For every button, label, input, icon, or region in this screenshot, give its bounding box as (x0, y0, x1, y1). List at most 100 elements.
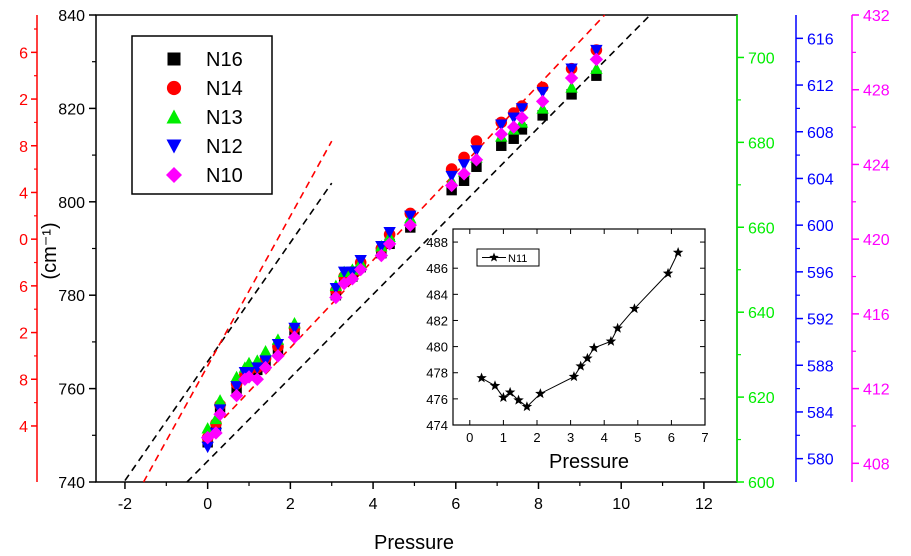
point-triangle-down (251, 362, 264, 374)
main-y-axis-label: (cm⁻¹) (39, 222, 61, 279)
right-tick-label: 640 (748, 305, 775, 322)
series-N10 (200, 52, 604, 445)
right-tick-label: 608 (807, 125, 834, 142)
point-star (498, 392, 509, 403)
left-red-tick-label: 4 (19, 185, 28, 202)
point-diamond (250, 372, 264, 386)
right-tick-label: 600 (807, 218, 834, 235)
point-square (167, 52, 181, 66)
point-circle (470, 135, 483, 147)
left-red-tick-label: 6 (19, 279, 28, 296)
inset-chart: 0 1 2 3 4 5 6 7 474 476 478 480 482 484 486 488 Pressure… (426, 228, 709, 473)
legend-label-N10: N10 (206, 165, 243, 187)
point-triangle-down (354, 254, 367, 267)
point-square (508, 133, 519, 144)
point-triangle-down (230, 381, 243, 393)
left-red-tick-label: 8 (19, 139, 28, 156)
inset-x-tick-label: 7 (701, 430, 708, 445)
point-diamond (229, 388, 244, 403)
left-red-tick-label: 2 (19, 92, 28, 109)
point-triangle-up (213, 394, 227, 406)
inset-x-tick-label: 2 (533, 430, 540, 445)
point-star (588, 342, 600, 353)
x-tick-label: 10 (612, 496, 630, 513)
right-tick-label: 596 (807, 265, 834, 282)
right-tick-label: 428 (863, 83, 890, 100)
inset-series-line (481, 252, 679, 408)
fit-line (142, 140, 333, 483)
point-diamond (329, 290, 343, 305)
point-diamond (166, 167, 182, 183)
point-square (591, 70, 602, 81)
point-diamond (535, 94, 550, 109)
point-star (504, 386, 516, 397)
point-triangle-down (404, 210, 417, 223)
point-diamond (382, 237, 397, 251)
point-triangle-up (209, 412, 223, 425)
right-tick-label: 420 (863, 232, 890, 249)
point-square (458, 175, 470, 186)
inset-y-tick-label: 488 (426, 235, 448, 250)
point-star (582, 352, 593, 363)
point-diamond (353, 262, 368, 277)
point-diamond (515, 111, 529, 125)
point-triangle-down (590, 44, 603, 57)
inset-y-tick-label: 476 (426, 392, 448, 407)
right-tick-label: 680 (748, 135, 775, 152)
inset-x-tick-label: 5 (634, 430, 641, 445)
fit-line (186, 14, 651, 483)
point-triangle-down (288, 322, 301, 335)
fit-line (124, 182, 333, 482)
inset-y-tick-label: 474 (426, 418, 448, 433)
right-tick-label: 616 (807, 31, 834, 48)
point-diamond (374, 248, 389, 263)
point-triangle-up (590, 62, 603, 74)
extra-right-axes: 600 620 640 660 680 700 580 584 588 592 596 600 604 6… (736, 8, 890, 492)
inset-x-axis-label: Pressure (549, 451, 629, 473)
y-tick-label: 760 (58, 382, 85, 399)
inset-legend-box (476, 248, 540, 267)
point-diamond (469, 153, 484, 167)
right-tick-label: 612 (807, 78, 834, 95)
legend-label-N16: N16 (206, 49, 243, 71)
point-star (489, 252, 499, 262)
point-diamond (403, 218, 417, 232)
right-tick-label: 592 (807, 312, 834, 329)
point-triangle-down (337, 266, 351, 279)
point-triangle-down (445, 170, 458, 183)
point-star (535, 388, 546, 399)
inset-x-tick-label: 0 (466, 430, 473, 445)
right-tick-label: 416 (863, 307, 890, 324)
point-triangle-up (201, 422, 214, 434)
left-red-tick-label: 0 (19, 232, 28, 249)
x-tick-label: 4 (369, 496, 378, 513)
point-star (521, 401, 533, 412)
x-tick-label: -2 (118, 496, 132, 513)
point-star (662, 267, 674, 278)
right-tick-label: 408 (863, 456, 890, 473)
point-diamond (494, 127, 508, 141)
right-tick-label: 600 (748, 475, 775, 492)
legend-label-N14: N14 (206, 78, 243, 100)
point-diamond (589, 52, 604, 67)
x-tick-label: 12 (695, 496, 713, 513)
point-star (513, 394, 524, 405)
point-diamond (287, 330, 302, 344)
right-tick-label: 584 (807, 405, 834, 422)
point-diamond (457, 167, 471, 181)
inset-x-tick-label: 6 (668, 430, 675, 445)
right-tick-label: 412 (863, 382, 890, 399)
point-triangle-up (565, 81, 578, 93)
inset-y-tick-label: 484 (426, 287, 448, 302)
right-tick-label: 660 (748, 220, 775, 237)
point-square (496, 140, 507, 151)
point-square (566, 89, 577, 100)
point-star (575, 360, 586, 371)
point-square (537, 110, 548, 121)
x-tick-label: 2 (286, 496, 295, 513)
data-points (200, 44, 604, 454)
y-tick-label: 800 (58, 195, 85, 212)
point-triangle-up (259, 345, 272, 357)
point-star (605, 335, 617, 346)
